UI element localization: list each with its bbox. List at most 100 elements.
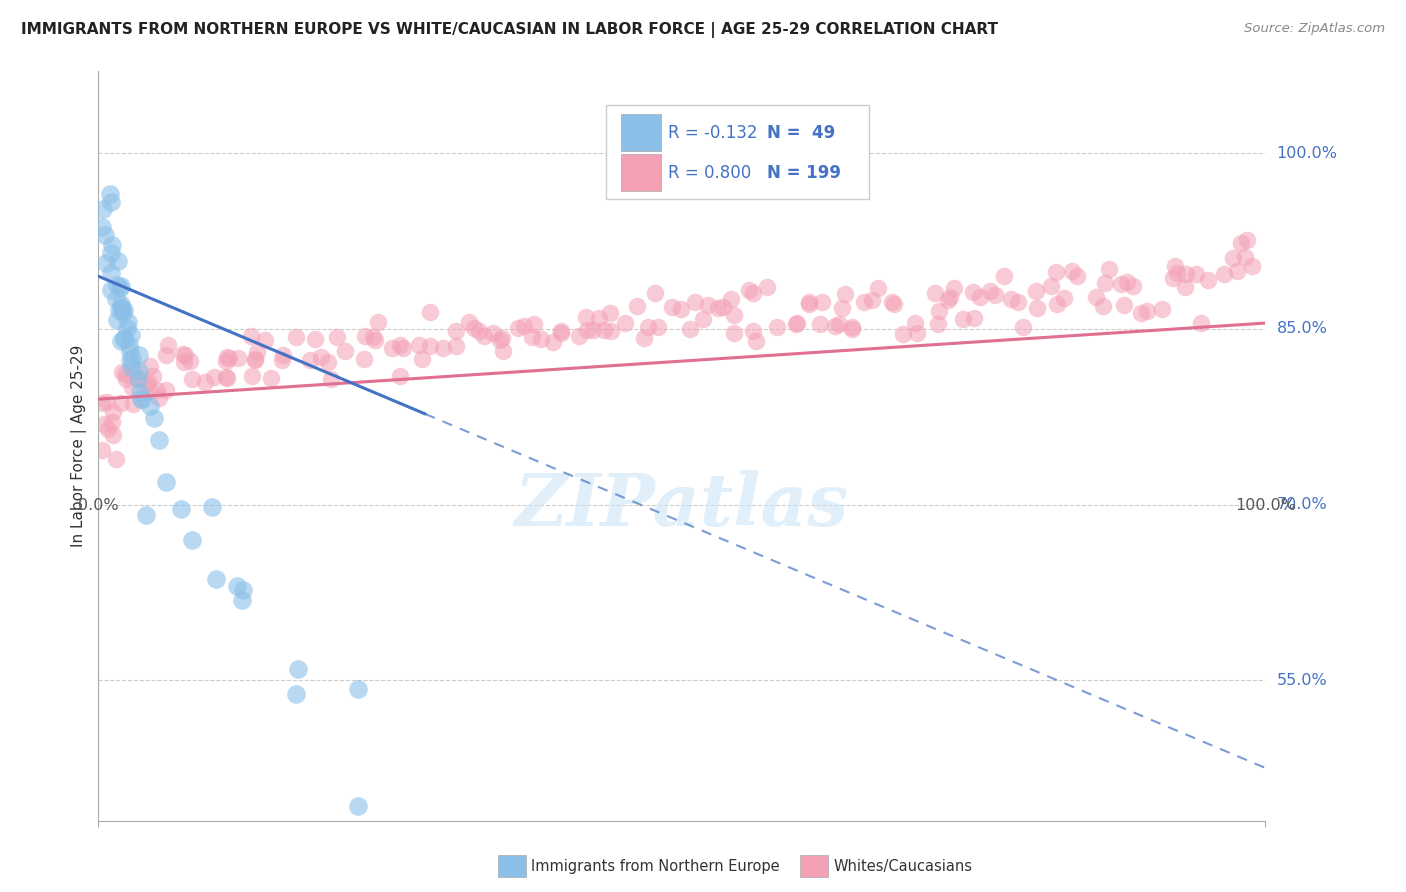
Point xyxy=(924,286,946,301)
Point xyxy=(107,302,129,317)
Point xyxy=(841,322,863,336)
Point xyxy=(118,337,141,351)
Point xyxy=(637,319,659,334)
Point xyxy=(472,328,495,343)
Point xyxy=(853,294,876,309)
Point xyxy=(391,341,413,355)
Point xyxy=(91,202,114,216)
Point xyxy=(707,301,730,315)
Text: R = 0.800: R = 0.800 xyxy=(668,164,751,182)
Point xyxy=(575,310,598,325)
Point xyxy=(136,376,159,391)
Point xyxy=(692,312,714,326)
Point xyxy=(1098,262,1121,277)
Point xyxy=(1007,295,1029,310)
Point xyxy=(129,392,152,406)
Point xyxy=(444,324,467,338)
Point xyxy=(215,353,238,368)
Point xyxy=(1222,251,1244,265)
Point xyxy=(1213,267,1236,281)
Point xyxy=(1114,298,1136,312)
Point xyxy=(482,326,505,340)
Point xyxy=(148,433,170,447)
Point xyxy=(201,500,224,514)
Point xyxy=(1236,233,1258,247)
Point xyxy=(389,337,412,351)
Text: 85.0%: 85.0% xyxy=(1277,321,1327,336)
Point xyxy=(299,353,322,368)
Text: 0.0%: 0.0% xyxy=(79,499,118,514)
Text: 100.0%: 100.0% xyxy=(1277,145,1337,161)
Text: ZIPatlas: ZIPatlas xyxy=(515,470,849,541)
Point xyxy=(1085,290,1108,304)
Point xyxy=(121,380,143,394)
Point xyxy=(1161,271,1184,285)
Point xyxy=(633,331,655,345)
Point xyxy=(599,306,621,320)
Point xyxy=(127,372,149,386)
Point xyxy=(1150,302,1173,317)
Point xyxy=(114,367,136,381)
Point xyxy=(738,283,761,297)
Point xyxy=(100,415,122,429)
Point xyxy=(367,315,389,329)
Point xyxy=(582,323,605,337)
Point xyxy=(939,290,962,304)
Point xyxy=(463,321,485,335)
Point xyxy=(522,330,544,344)
Point xyxy=(419,304,441,318)
Point xyxy=(1091,299,1114,313)
Point xyxy=(828,318,851,332)
Point xyxy=(232,583,254,598)
Point xyxy=(389,369,412,384)
Point xyxy=(1115,275,1137,289)
Point xyxy=(962,285,984,300)
Point xyxy=(246,345,269,359)
Point xyxy=(1136,304,1159,318)
Point xyxy=(1166,266,1188,280)
Point xyxy=(576,323,599,337)
Point xyxy=(105,452,128,467)
FancyBboxPatch shape xyxy=(606,105,869,199)
Point xyxy=(111,365,134,379)
Text: R = -0.132: R = -0.132 xyxy=(668,124,758,142)
Point xyxy=(1062,264,1084,278)
Point xyxy=(905,326,928,340)
Point xyxy=(110,334,132,348)
Point xyxy=(936,293,959,308)
Point xyxy=(489,333,512,347)
Point xyxy=(226,579,249,593)
Point xyxy=(110,396,132,410)
Point xyxy=(100,195,122,210)
Point xyxy=(309,350,332,364)
Point xyxy=(1111,277,1133,291)
Point xyxy=(506,320,529,334)
Point xyxy=(128,364,150,378)
Point xyxy=(1233,250,1256,264)
Point xyxy=(107,254,129,268)
Point xyxy=(1053,292,1076,306)
Point xyxy=(1025,285,1047,299)
Point xyxy=(1174,280,1197,294)
Point xyxy=(411,352,433,367)
Point xyxy=(101,404,124,418)
Point xyxy=(155,475,177,489)
Point xyxy=(593,323,616,337)
Point xyxy=(1066,268,1088,283)
Point xyxy=(808,318,831,332)
Point xyxy=(253,333,276,347)
Point xyxy=(260,371,283,385)
Point xyxy=(841,319,863,334)
Point xyxy=(444,339,467,353)
FancyBboxPatch shape xyxy=(621,154,661,191)
Point xyxy=(318,355,340,369)
Point xyxy=(101,428,124,442)
Point xyxy=(155,383,177,397)
Point xyxy=(304,332,326,346)
Point xyxy=(723,326,745,341)
Point xyxy=(128,348,150,362)
Point xyxy=(880,295,903,310)
Point xyxy=(741,285,763,300)
Point xyxy=(138,400,160,414)
Point xyxy=(661,301,683,315)
